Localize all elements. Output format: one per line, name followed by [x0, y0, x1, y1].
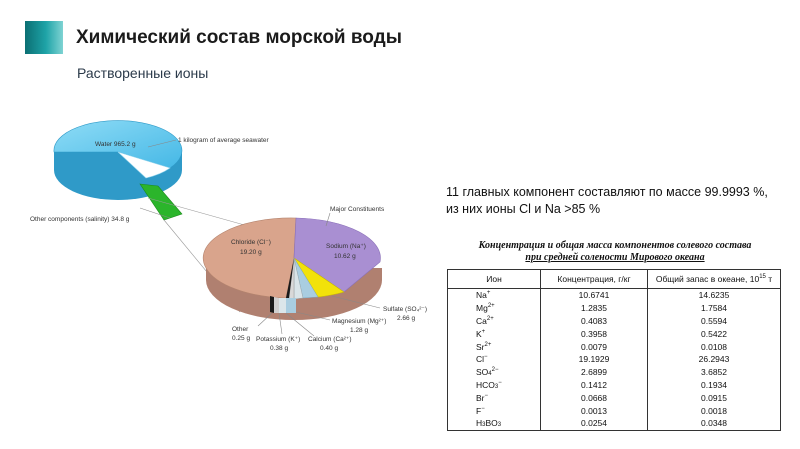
calcium-label: Calcium (Ca²⁺) — [308, 336, 352, 343]
concentration-cell: 10.6741 — [540, 288, 648, 302]
chloride-value: 19.20 g — [240, 249, 262, 256]
header-stock: Общий запас в океане, 1015 т — [647, 269, 781, 289]
stock-cell: 0.5594 — [647, 314, 781, 328]
header-concentration: Концентрация, г/кг — [540, 269, 648, 289]
ion-cell: Sr2+ — [447, 340, 541, 353]
slide-subtitle: Растворенные ионы — [77, 65, 209, 81]
major-pie — [202, 217, 382, 320]
concentration-cell: 19.1929 — [540, 352, 648, 366]
header-ion: Ион — [447, 269, 541, 289]
concentration-cell: 2.6899 — [540, 365, 648, 379]
stock-cell: 0.0348 — [647, 416, 781, 431]
concentration-cell: 0.1412 — [540, 378, 648, 392]
stock-cell: 0.0018 — [647, 404, 781, 417]
other-label: Other — [232, 326, 249, 333]
stock-cell: 0.1934 — [647, 378, 781, 392]
stock-cell: 1.7584 — [647, 301, 781, 315]
ion-cell: Mg2+ — [447, 301, 541, 315]
water-label: Water 965.2 g — [95, 141, 136, 148]
sodium-value: 10.62 g — [334, 253, 356, 260]
other-slice — [286, 258, 294, 298]
table-title-line-1: Концентрация и общая масса компонентов с… — [478, 240, 752, 251]
table-row: HCO3− 0.1412 0.1934 — [447, 378, 781, 392]
stock-cell: 14.6235 — [647, 288, 781, 302]
concentration-cell: 1.2835 — [540, 301, 648, 315]
ion-cell: HCO3− — [447, 378, 541, 392]
stock-cell: 3.6852 — [647, 365, 781, 379]
sulfate-label: Sulfate (SO₄²⁻) — [383, 306, 427, 313]
concentration-cell: 0.0254 — [540, 416, 648, 431]
table-row: Br− 0.0668 0.0915 — [447, 391, 781, 405]
ion-cell: F− — [447, 404, 541, 417]
stock-cell: 0.0108 — [647, 340, 781, 353]
ion-cell: Ca2+ — [447, 314, 541, 328]
sodium-slice — [293, 217, 381, 293]
ion-cell: SO42− — [447, 365, 541, 379]
calcium-value: 0.40 g — [320, 345, 338, 352]
stock-cell: 0.0915 — [647, 391, 781, 405]
magnesium-value: 1.28 g — [350, 327, 368, 334]
table-row: Na+ 10.6741 14.6235 — [447, 288, 781, 302]
concentration-cell: 0.0668 — [540, 391, 648, 405]
table-row: Sr2+ 0.0079 0.0108 — [447, 340, 781, 353]
table-row: K+ 0.3958 0.5422 — [447, 327, 781, 341]
table-row: Cl− 19.1929 26.2943 — [447, 352, 781, 366]
table-row: F− 0.0013 0.0018 — [447, 404, 781, 417]
table-title: Концентрация и общая масса компонентов с… — [440, 240, 790, 264]
sulfate-value: 2.66 g — [397, 315, 415, 322]
concentration-cell: 0.0079 — [540, 340, 648, 353]
stock-cell: 0.5422 — [647, 327, 781, 341]
ion-concentration-table: Ион Концентрация, г/кг Общий запас в оке… — [447, 269, 781, 431]
summary-caption: 11 главных компонент составляют по массе… — [446, 184, 791, 218]
table-title-line-2: при средней солености Мирового океана — [525, 252, 705, 263]
potassium-label: Potassium (K⁺) — [256, 336, 300, 343]
concentration-cell: 0.0013 — [540, 404, 648, 417]
accent-bar — [25, 21, 63, 54]
connector-line-top — [147, 197, 249, 227]
concentration-cell: 0.4083 — [540, 314, 648, 328]
table-row: H3BO3 0.0254 0.0348 — [447, 416, 781, 431]
other-components-label: Other components (salinity) 34.8 g — [30, 216, 130, 223]
major-constituents-label: Major Constituents — [330, 206, 385, 213]
potassium-value: 0.38 g — [270, 345, 288, 352]
water-pie — [53, 120, 183, 200]
ion-cell: Cl− — [447, 352, 541, 366]
table-row: Mg2+ 1.2835 1.7584 — [447, 301, 781, 315]
magnesium-label: Magnesium (Mg²⁺) — [332, 318, 386, 325]
ion-cell: K+ — [447, 327, 541, 341]
ion-cell: H3BO3 — [447, 416, 541, 431]
other-value: 0.25 g — [232, 335, 250, 342]
ion-cell: Br− — [447, 391, 541, 405]
sodium-label: Sodium (Na⁺) — [326, 243, 366, 250]
ion-cell: Na+ — [447, 288, 541, 302]
slide-title: Химический состав морской воды — [76, 27, 402, 48]
kilogram-label: 1 kilogram of average seawater — [178, 137, 270, 144]
table-row: Ca2+ 0.4083 0.5594 — [447, 314, 781, 328]
connector-band — [139, 183, 183, 221]
stock-cell: 26.2943 — [647, 352, 781, 366]
caption-line-1: 11 главных компонент составляют по массе… — [446, 185, 768, 199]
caption-line-2: из них ионы Cl и Na >85 % — [446, 202, 601, 216]
table-row: SO42− 2.6899 3.6852 — [447, 365, 781, 379]
concentration-cell: 0.3958 — [540, 327, 648, 341]
chloride-slice — [202, 217, 297, 299]
chloride-label: Chloride (Cl⁻) — [231, 239, 271, 246]
